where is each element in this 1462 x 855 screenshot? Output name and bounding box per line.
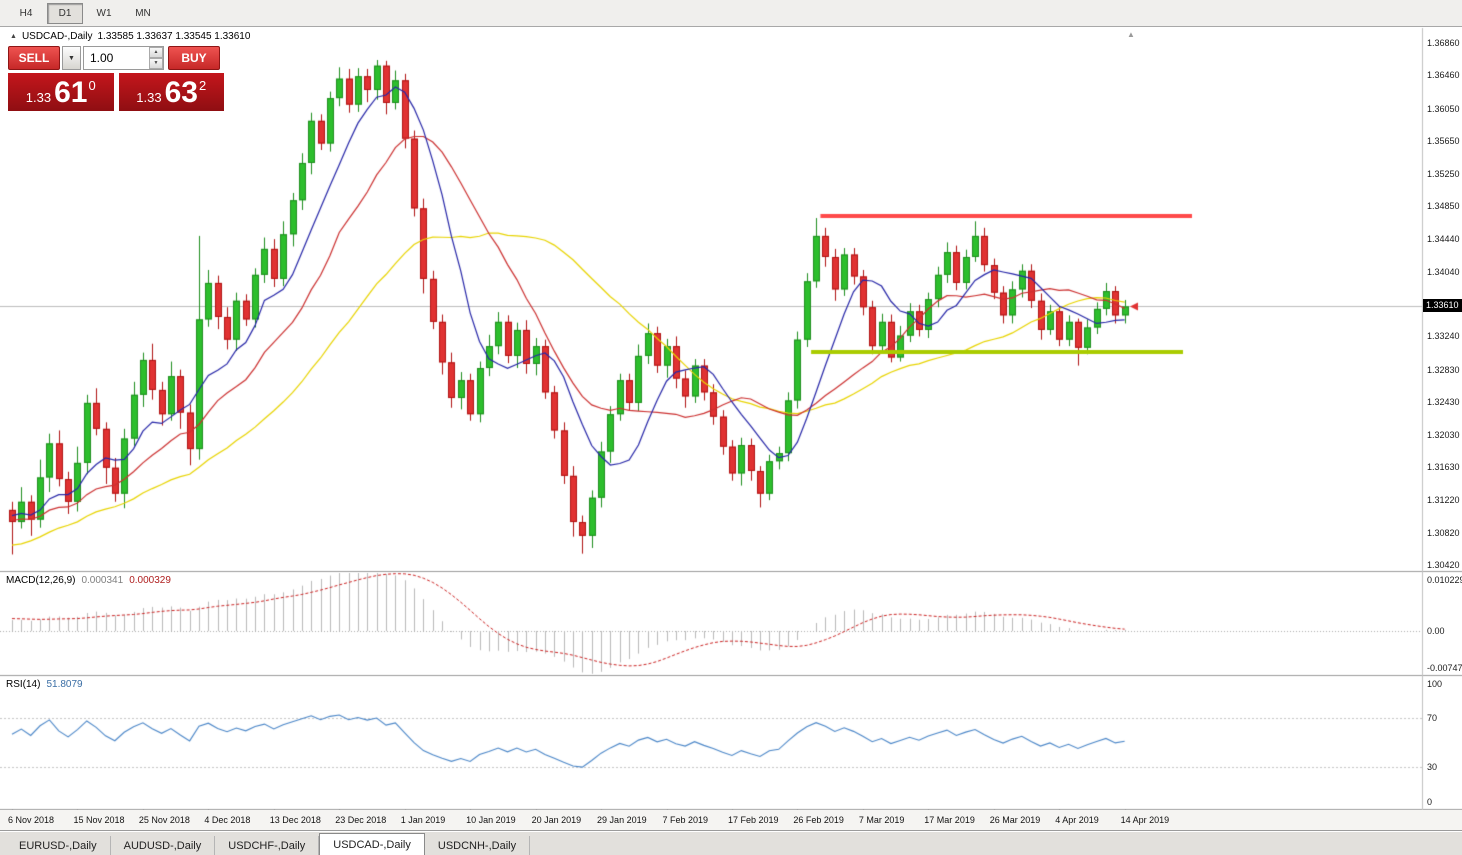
price-scale-label: 1.31630 — [1427, 461, 1460, 472]
time-axis-label: 23 Dec 2018 — [335, 815, 387, 825]
sell-price-prefix: 1.33 — [25, 90, 52, 105]
volume-step-down-icon[interactable]: ▼ — [149, 58, 163, 69]
price-scale-label: 1.34850 — [1427, 200, 1460, 211]
price-scale-label: 1.34440 — [1427, 234, 1460, 245]
sell-price-big-digits: 61 — [54, 76, 88, 109]
time-axis-label: 4 Apr 2019 — [1055, 815, 1099, 825]
macd-signal-value: 0.000329 — [129, 575, 171, 586]
buy-price-big-digits: 63 — [164, 76, 198, 109]
price-scale-label: 1.36860 — [1427, 38, 1460, 48]
rsi-scale-label: 100 — [1427, 679, 1443, 689]
chart-title: ▲ USDCAD-,Daily 1.33585 1.33637 1.33545 … — [10, 31, 250, 42]
price-scale-label: 1.33240 — [1427, 331, 1460, 342]
chart-symbol-label: USDCAD-,Daily — [21, 31, 93, 42]
one-click-trading-panel: SELL ▼ ▲ ▼ BUY 1.33 61 0 1.33 63 — [8, 46, 224, 111]
chevron-down-icon: ▼ — [68, 54, 75, 62]
time-axis-label: 7 Feb 2019 — [662, 815, 709, 825]
macd-name: MACD(12,26,9) — [6, 575, 76, 586]
time-axis-label: 13 Dec 2018 — [269, 815, 321, 825]
tab-eurusd-daily[interactable]: EURUSD-,Daily — [6, 836, 111, 855]
price-scale-label: 1.32030 — [1427, 429, 1460, 440]
price-scale-label: 1.36460 — [1427, 70, 1460, 81]
sell-button[interactable]: SELL — [8, 46, 60, 70]
macd-scale-zero: 0.00 — [1427, 626, 1445, 637]
time-axis-label: 25 Nov 2018 — [138, 815, 190, 825]
price-scale-label: 1.32830 — [1427, 364, 1460, 375]
timeframe-toolbar: H4 D1 W1 MN — [0, 0, 1462, 27]
time-axis-label: 17 Feb 2019 — [727, 815, 779, 825]
volume-step-up-icon[interactable]: ▲ — [149, 47, 163, 58]
price-scale-label: 1.32430 — [1427, 397, 1460, 408]
tab-audusd-daily[interactable]: AUDUSD-,Daily — [111, 836, 216, 855]
price-scale-label: 1.35650 — [1427, 136, 1460, 147]
volume-dropdown-button[interactable]: ▼ — [62, 46, 81, 70]
current-price-tag: 1.33610 — [1423, 299, 1462, 313]
rsi-scale-label: 0 — [1427, 797, 1433, 807]
buy-price-pip-digit: 2 — [198, 78, 207, 93]
rsi-scale-label: 30 — [1427, 761, 1438, 772]
time-axis-label: 6 Nov 2018 — [8, 815, 55, 825]
sell-price-display[interactable]: 1.33 61 0 — [8, 73, 114, 111]
time-axis-label: 10 Jan 2019 — [466, 815, 516, 825]
price-scale-label: 1.30420 — [1427, 560, 1460, 570]
buy-button[interactable]: BUY — [168, 46, 220, 70]
rsi-name: RSI(14) — [6, 679, 41, 690]
macd-main-value: 0.000341 — [81, 575, 124, 586]
time-axis-label: 4 Dec 2018 — [204, 815, 251, 825]
chart-shift-marker-icon[interactable]: ▲ — [1127, 30, 1135, 39]
timeframe-button-w1[interactable]: W1 — [96, 7, 112, 19]
time-axis-label: 7 Mar 2019 — [858, 815, 905, 825]
buy-price-prefix: 1.33 — [136, 90, 162, 105]
rsi-value: 51.8079 — [46, 679, 83, 690]
price-scale-label: 1.30820 — [1427, 527, 1460, 538]
timeframe-button-d1[interactable]: D1 — [47, 2, 83, 24]
rsi-scale-label: 70 — [1427, 713, 1438, 724]
time-axis-label: 26 Mar 2019 — [989, 815, 1041, 825]
macd-scale-max: 0.0102294 — [1427, 575, 1462, 585]
macd-indicator-label: MACD(12,26,9) 0.000341 0.000329 — [6, 575, 171, 586]
sell-price-pip-digit: 0 — [88, 78, 96, 93]
tab-usdchf-daily[interactable]: USDCHF-,Daily — [215, 836, 320, 855]
chart-tabs-bar: EURUSD-,Daily AUDUSD-,Daily USDCHF-,Dail… — [0, 832, 1462, 855]
buy-price-display[interactable]: 1.33 63 2 — [118, 73, 224, 111]
tab-usdcad-daily[interactable]: USDCAD-,Daily — [319, 833, 425, 855]
time-axis-label: 14 Apr 2019 — [1120, 815, 1170, 825]
timeframe-button-mn[interactable]: MN — [135, 7, 151, 19]
time-axis-label: 17 Mar 2019 — [924, 815, 975, 825]
time-axis-label: 26 Feb 2019 — [793, 815, 844, 825]
time-axis[interactable]: 6 Nov 2018 15 Nov 2018 25 Nov 2018 4 Dec 20… — [0, 810, 1462, 831]
macd-scale-min: -0.0074774 — [1427, 663, 1462, 673]
volume-stepper: ▲ ▼ — [149, 47, 163, 69]
time-axis-label: 20 Jan 2019 — [531, 815, 582, 825]
price-scale-label: 1.35250 — [1427, 168, 1460, 179]
time-axis-label: 15 Nov 2018 — [73, 815, 125, 825]
timeframe-button-h4[interactable]: H4 — [19, 7, 33, 19]
chart-ohlc-values: 1.33585 1.33637 1.33545 1.33610 — [97, 31, 251, 42]
one-click-collapse-icon[interactable]: ▲ — [10, 32, 17, 40]
rsi-indicator-label: RSI(14) 51.8079 — [6, 679, 83, 690]
price-scale-label: 1.36050 — [1427, 103, 1460, 114]
time-axis-label: 1 Jan 2019 — [400, 815, 446, 825]
price-scale-label: 1.34040 — [1427, 266, 1460, 277]
price-scale-label: 1.31220 — [1427, 495, 1460, 506]
time-axis-label: 29 Jan 2019 — [597, 815, 647, 825]
tab-usdcnh-daily[interactable]: USDCNH-,Daily — [425, 836, 531, 855]
